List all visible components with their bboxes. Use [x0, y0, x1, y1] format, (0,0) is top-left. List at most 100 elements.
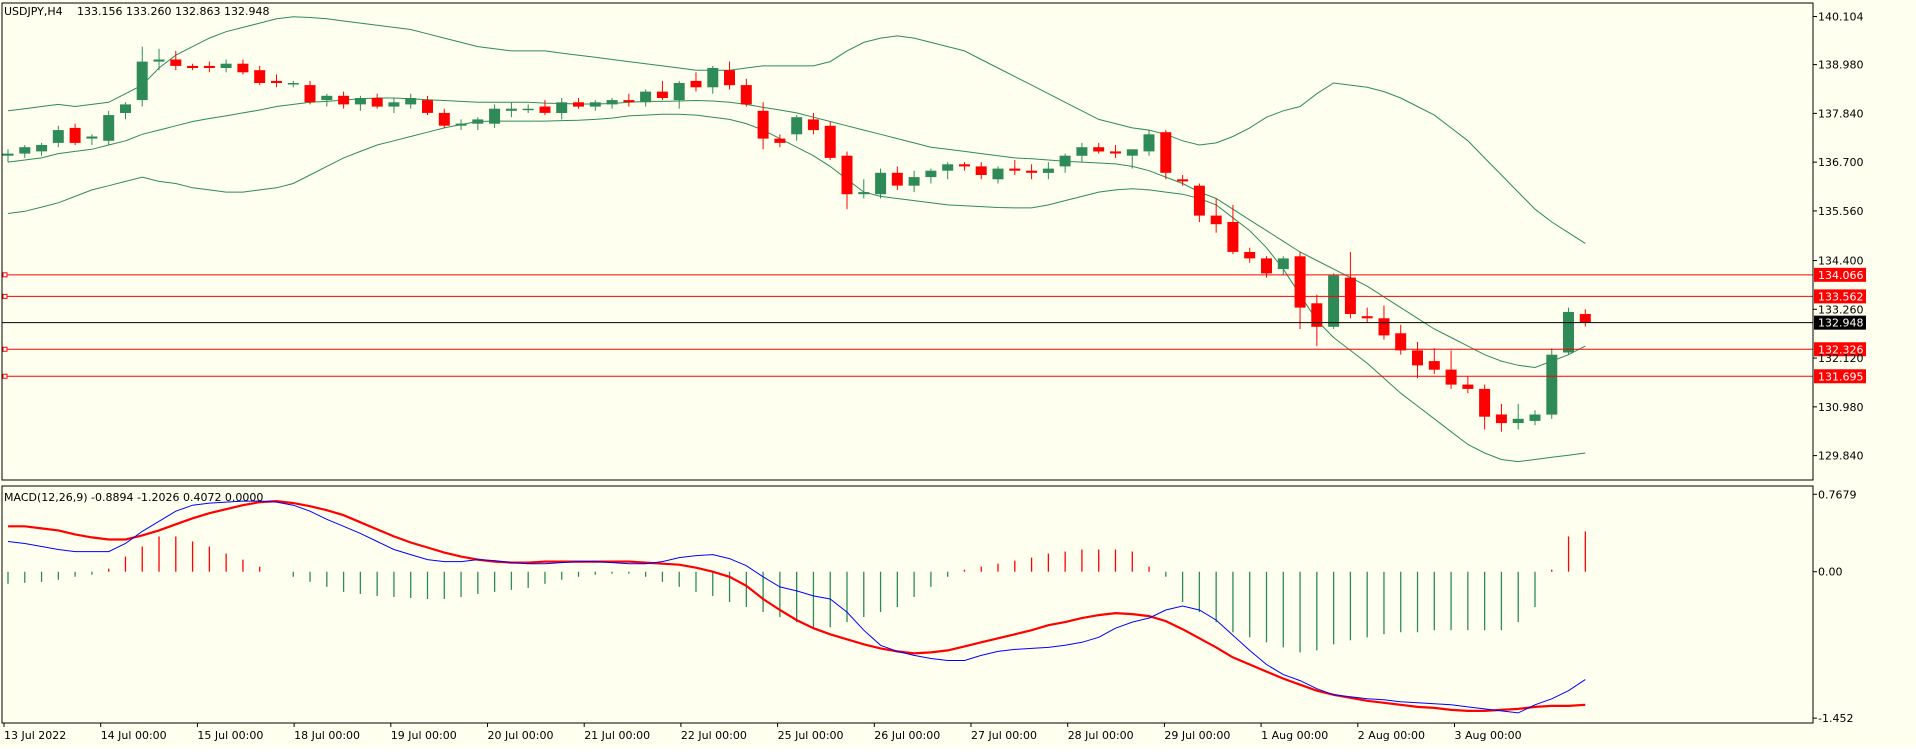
- candle-body[interactable]: [1395, 333, 1407, 351]
- candle[interactable]: [1495, 403, 1507, 432]
- candle[interactable]: [1261, 256, 1272, 278]
- candle-body[interactable]: [690, 80, 702, 88]
- candle[interactable]: [203, 61, 215, 73]
- candle-body[interactable]: [757, 110, 769, 139]
- candle-body[interactable]: [1479, 388, 1491, 417]
- candle-body[interactable]: [1110, 151, 1121, 154]
- candle[interactable]: [170, 50, 182, 71]
- candle-body[interactable]: [1579, 314, 1591, 323]
- candle[interactable]: [656, 80, 668, 101]
- candle[interactable]: [1529, 410, 1541, 426]
- candle-body[interactable]: [556, 102, 568, 113]
- candle-body[interactable]: [942, 164, 954, 171]
- candle[interactable]: [422, 95, 433, 116]
- candle-body[interactable]: [321, 95, 333, 101]
- candle[interactable]: [707, 65, 719, 94]
- candle-body[interactable]: [1412, 350, 1423, 366]
- candle[interactable]: [1160, 130, 1172, 180]
- candle[interactable]: [354, 95, 366, 111]
- candle[interactable]: [371, 93, 383, 109]
- candle[interactable]: [1328, 273, 1340, 329]
- candle[interactable]: [1277, 256, 1289, 276]
- candle[interactable]: [908, 170, 920, 193]
- candle[interactable]: [1093, 142, 1105, 154]
- candle-body[interactable]: [522, 108, 534, 111]
- candle[interactable]: [338, 91, 350, 109]
- candle[interactable]: [824, 121, 836, 161]
- candle-body[interactable]: [656, 91, 668, 98]
- candle-body[interactable]: [220, 63, 232, 68]
- candle[interactable]: [86, 134, 98, 146]
- candle[interactable]: [1026, 164, 1038, 180]
- candle[interactable]: [522, 104, 534, 113]
- candle-body[interactable]: [422, 100, 433, 113]
- candle-body[interactable]: [908, 177, 920, 186]
- candle[interactable]: [187, 63, 199, 71]
- candle-body[interactable]: [1059, 155, 1071, 167]
- candle[interactable]: [1126, 149, 1138, 169]
- candle-body[interactable]: [975, 166, 987, 175]
- candle-body[interactable]: [858, 192, 870, 195]
- candle[interactable]: [52, 125, 64, 148]
- candle-body[interactable]: [371, 98, 383, 107]
- candle[interactable]: [304, 80, 316, 105]
- candle-body[interactable]: [120, 104, 131, 113]
- candle-body[interactable]: [1076, 147, 1088, 156]
- candle[interactable]: [589, 100, 601, 111]
- candle-body[interactable]: [237, 63, 249, 73]
- candle-body[interactable]: [623, 100, 635, 103]
- candle[interactable]: [673, 80, 685, 109]
- candle[interactable]: [136, 46, 148, 107]
- candle-body[interactable]: [69, 127, 81, 143]
- candle[interactable]: [489, 104, 501, 128]
- candle-body[interactable]: [791, 117, 803, 135]
- candle-body[interactable]: [606, 100, 618, 105]
- candle[interactable]: [724, 61, 735, 90]
- candle[interactable]: [321, 93, 333, 107]
- candle[interactable]: [1445, 350, 1457, 389]
- candle-body[interactable]: [724, 70, 735, 86]
- candle-body[interactable]: [1328, 275, 1340, 327]
- candle[interactable]: [1344, 251, 1356, 319]
- candle[interactable]: [472, 117, 484, 131]
- candle[interactable]: [438, 108, 450, 128]
- candle[interactable]: [1193, 183, 1205, 223]
- candle-body[interactable]: [1512, 418, 1524, 424]
- candle-body[interactable]: [1193, 185, 1205, 216]
- candle-body[interactable]: [1177, 179, 1189, 182]
- candle[interactable]: [975, 162, 987, 180]
- candle[interactable]: [1143, 130, 1155, 156]
- candle-body[interactable]: [673, 83, 685, 101]
- candle-body[interactable]: [1445, 369, 1457, 385]
- candle-body[interactable]: [992, 168, 1004, 180]
- candle-body[interactable]: [1026, 170, 1038, 173]
- candle[interactable]: [807, 112, 819, 135]
- candle[interactable]: [153, 48, 165, 71]
- candle-body[interactable]: [1093, 147, 1105, 152]
- candle-body[interactable]: [807, 119, 819, 131]
- candle[interactable]: [1546, 348, 1558, 419]
- candle-body[interactable]: [136, 61, 148, 101]
- line-anchor-handle[interactable]: [2, 272, 8, 278]
- candle-body[interactable]: [338, 95, 350, 105]
- candle-body[interactable]: [1563, 311, 1574, 353]
- candle-body[interactable]: [472, 119, 484, 124]
- candle[interactable]: [858, 179, 870, 199]
- candle[interactable]: [1210, 198, 1222, 233]
- candle-body[interactable]: [1160, 132, 1172, 173]
- candle[interactable]: [623, 93, 635, 107]
- candle-body[interactable]: [36, 145, 48, 152]
- candle-body[interactable]: [153, 59, 165, 62]
- candle-body[interactable]: [103, 115, 115, 141]
- candle-body[interactable]: [1344, 277, 1356, 314]
- candle-body[interactable]: [438, 112, 450, 126]
- candle-body[interactable]: [505, 108, 517, 111]
- candle-body[interactable]: [1143, 134, 1155, 152]
- candle-body[interactable]: [1462, 384, 1474, 389]
- candle[interactable]: [1042, 162, 1054, 180]
- candles[interactable]: [2, 46, 1591, 432]
- candle-body[interactable]: [203, 65, 215, 68]
- candle-body[interactable]: [388, 102, 400, 107]
- line-anchor-handle[interactable]: [2, 373, 8, 379]
